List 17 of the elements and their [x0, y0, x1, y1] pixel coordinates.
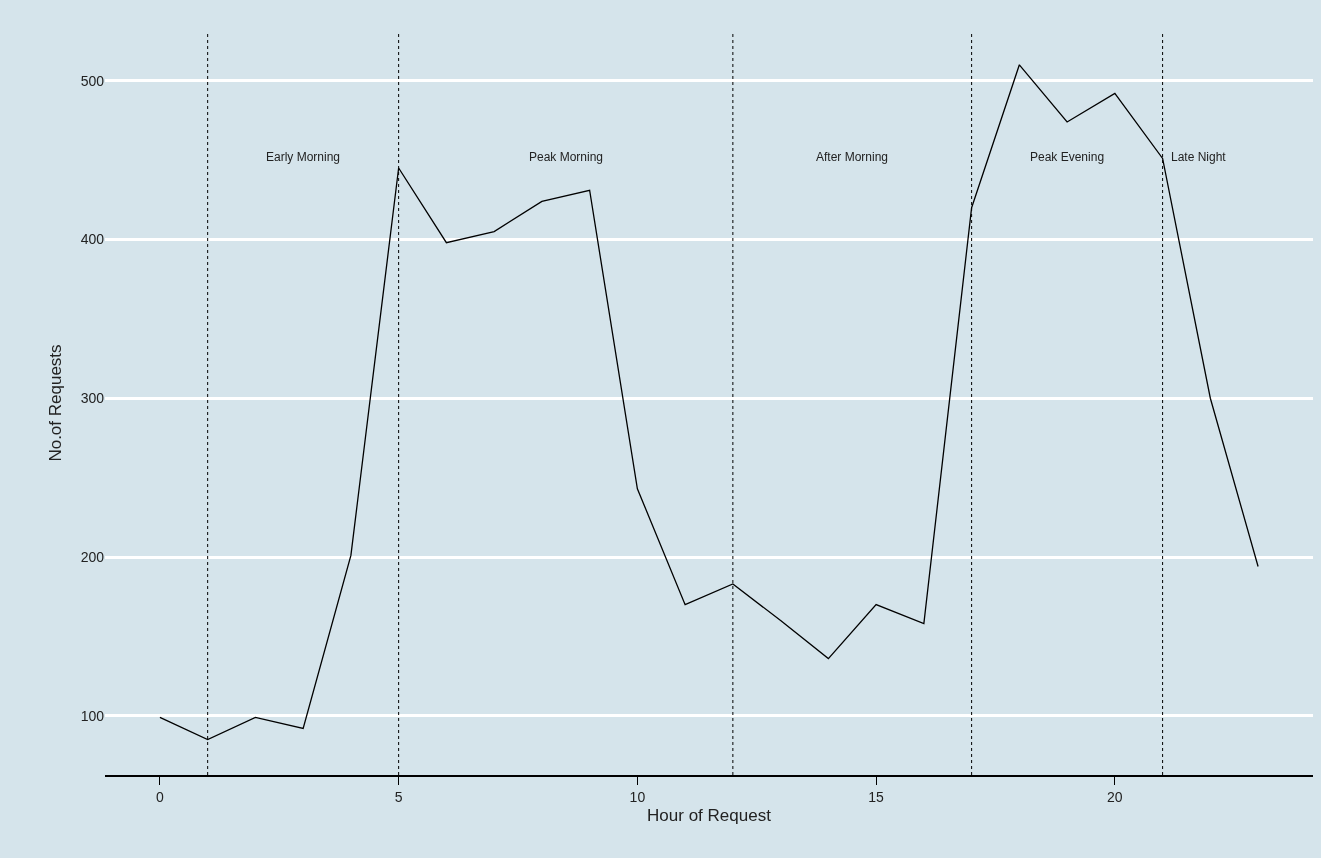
- annotation: Early Morning: [266, 150, 341, 164]
- x-axis-title: Hour of Request: [647, 806, 772, 826]
- y-tick-label: 100: [80, 707, 105, 724]
- annotation: After Morning: [816, 150, 889, 164]
- y-tick-label: 400: [80, 231, 105, 248]
- x-tick-label: 15: [868, 788, 885, 805]
- annotation: Peak Evening: [1030, 150, 1105, 164]
- annotation: Peak Morning: [529, 150, 604, 164]
- y-tick-label: 300: [80, 390, 105, 407]
- annotation: Late Night: [1171, 150, 1227, 164]
- y-tick-label: 500: [80, 72, 105, 89]
- y-tick-label: 200: [80, 548, 105, 565]
- x-tick-label: 10: [629, 788, 646, 805]
- x-tick-label: 20: [1107, 788, 1123, 805]
- x-tick-label: 0: [156, 788, 165, 805]
- y-axis-title: No.of Requests: [46, 344, 66, 462]
- x-tick-label: 5: [394, 788, 403, 805]
